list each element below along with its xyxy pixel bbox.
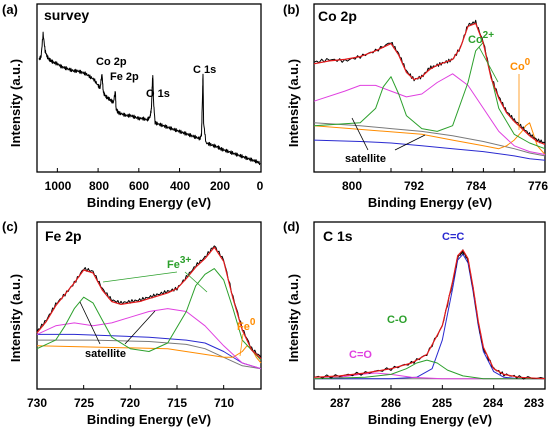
panel-a-tick: 1000 (45, 179, 72, 193)
panel-a-frame (36, 3, 262, 173)
series-orange (313, 122, 546, 155)
panel-d-tick: 283 (524, 396, 544, 410)
co0-label: Co0 (510, 57, 531, 73)
panel-d-tick: 287 (330, 396, 350, 410)
satellite-label-b: satellite (345, 153, 386, 165)
panel-c-plot (36, 245, 262, 389)
panel-a-tick: 800 (89, 179, 109, 193)
panel-c-xlabel: Binding Energy (eV) (87, 412, 211, 427)
c-eq-c-label: C=C (442, 231, 464, 243)
panel-d-plot (313, 249, 546, 389)
panel-b-xlabel: Binding Energy (eV) (368, 195, 492, 210)
co2plus-leader (478, 46, 499, 83)
panel-b-frame (313, 3, 546, 173)
panel-b-tick: 792 (404, 179, 424, 193)
series-blue (37, 333, 262, 370)
panel-c-tick: 720 (120, 396, 140, 410)
panel-d-xlabel: Binding Energy (eV) (368, 412, 492, 427)
panel-b-tick: 784 (466, 179, 486, 193)
co2plus-label: Co2+ (468, 30, 494, 46)
peak-label-co2p: Co 2p (96, 56, 127, 68)
satellite-label-c: satellite (85, 348, 126, 360)
panel-c-letter: (c) (2, 219, 18, 234)
panel-d-frame (313, 221, 546, 390)
series-green (313, 359, 545, 380)
panel-b-tick: 800 (342, 179, 362, 193)
panel-c-title: Fe 2p (45, 228, 82, 244)
panel-a-tick: 600 (129, 179, 149, 193)
panel-d: (d) Intensity (a.u.) C 1s 287 286 285 28… (283, 219, 546, 427)
peak-label-c1s: C 1s (193, 64, 216, 76)
panel-d-ticks: 287 286 285 284 283 (330, 396, 544, 410)
panel-d-tick: 286 (381, 396, 401, 410)
series-orange (36, 345, 262, 364)
series-background (37, 339, 262, 370)
panel-d-tick: 285 (432, 396, 452, 410)
series-magenta (36, 308, 262, 370)
satellite-leader-c (79, 301, 101, 345)
panel-c-tick: 725 (74, 396, 94, 410)
fe3plus-leader (184, 271, 208, 293)
series-magenta (313, 372, 545, 380)
panel-a-tick: 200 (210, 179, 230, 193)
panel-c-tick: 715 (167, 396, 187, 410)
series-green (313, 41, 546, 150)
fe3plus-leader (102, 271, 178, 283)
series-blue (314, 253, 545, 380)
series-background (313, 122, 546, 157)
series-raw (38, 31, 261, 166)
satellite-leader-c (124, 310, 156, 345)
peak-label-o1s: O 1s (146, 88, 170, 100)
panel-a-xlabel: Binding Energy (eV) (87, 195, 211, 210)
peak-label-fe2p: Fe 2p (110, 71, 139, 83)
panel-a-plot (38, 31, 262, 172)
panel-a-ticks: 1000 800 600 400 200 0 (45, 179, 264, 193)
panel-c: (c) Intensity (a.u.) Fe 2p 730 725 720 7… (2, 219, 262, 427)
series-envelope (313, 22, 546, 145)
panel-d-letter: (d) (283, 219, 300, 234)
panel-a-tick: 400 (170, 179, 190, 193)
panel-a-title: survey (44, 7, 89, 23)
panel-c-frame (36, 221, 262, 390)
panel-b-letter: (b) (283, 2, 300, 17)
fe3plus-label: Fe3+ (167, 255, 191, 271)
panel-c-tick: 730 (27, 396, 47, 410)
panel-a: (a) Intensity (a.u.) survey 1000 800 600… (2, 2, 264, 210)
series-magenta (313, 73, 546, 155)
series-envelope (36, 246, 262, 360)
panel-b-tick: 776 (528, 179, 548, 193)
series-blue (313, 139, 546, 161)
panel-b-ticks: 800 792 784 776 (342, 179, 548, 193)
panel-b: (b) Intensity (a.u.) Co 2p 800 792 784 7… (283, 2, 548, 210)
panel-c-tick: 710 (214, 396, 234, 410)
c-o-label: C-O (387, 314, 408, 326)
panel-c-ticks: 730 725 720 715 710 (27, 396, 234, 410)
panel-a-letter: (a) (2, 2, 18, 17)
c-double-o-label: C=O (349, 349, 372, 361)
fe0-leader (239, 333, 244, 357)
panel-b-ylabel: Intensity (a.u.) (286, 59, 301, 147)
panel-a-ylabel: Intensity (a.u.) (8, 59, 23, 147)
series-envelope (313, 249, 546, 380)
panel-c-ylabel: Intensity (a.u.) (8, 274, 23, 362)
fe0-label: Fe0 (237, 317, 256, 333)
panel-d-tick: 284 (483, 396, 503, 410)
panel-b-plot (313, 19, 546, 172)
satellite-leader-b (351, 117, 369, 151)
satellite-leader-b (394, 134, 426, 151)
panel-a-tick: 0 (257, 179, 264, 193)
panel-b-title: Co 2p (318, 8, 357, 24)
series-green (36, 268, 262, 361)
panel-d-ylabel: Intensity (a.u.) (286, 274, 301, 362)
panel-d-title: C 1s (323, 228, 353, 244)
